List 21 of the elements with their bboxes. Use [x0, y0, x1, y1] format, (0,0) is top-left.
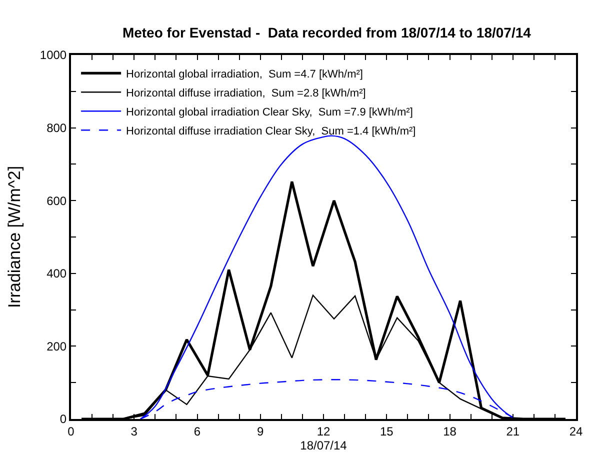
legend-label: Horizontal diffuse irradiation, Sum =2.8 [kWh/m²]	[126, 87, 366, 100]
y-tick-label: 400	[46, 266, 67, 281]
y-tick-label: 0	[60, 412, 67, 426]
y-tick-label: 800	[46, 121, 67, 135]
legend-label: Horizontal global irradiation Clear Sky, Sum =7.9 [kWh/m²]	[126, 106, 413, 118]
y-tick-label: 1000	[40, 48, 67, 62]
legend-label: Horizontal global irradiation, Sum =4.7 [kWh/m²]	[126, 68, 363, 80]
y-tick-label: 600	[46, 194, 67, 208]
x-axis-title: 18/07/14	[300, 438, 348, 452]
y-axis-title: Irradiance [W/m^2]	[4, 166, 24, 308]
x-tick-label: 21	[506, 424, 520, 438]
x-tick-label: 6	[194, 424, 201, 438]
chart-title: Meteo for Evenstad - Data recorded from 18/07/14 to 18/07/14	[122, 24, 532, 40]
x-tick-label: 24	[569, 424, 583, 438]
x-tick-label: 9	[257, 424, 264, 438]
x-tick-label: 3	[130, 424, 138, 438]
legend-label: Horizontal diffuse irradiation Clear Sky, Sum =1.4 [kWh/m²]	[126, 125, 416, 138]
x-tick-label: 15	[380, 424, 394, 438]
x-tick-label: 12	[316, 424, 330, 438]
y-tick-label: 200	[46, 339, 67, 354]
x-tick-label: 18	[443, 424, 457, 438]
